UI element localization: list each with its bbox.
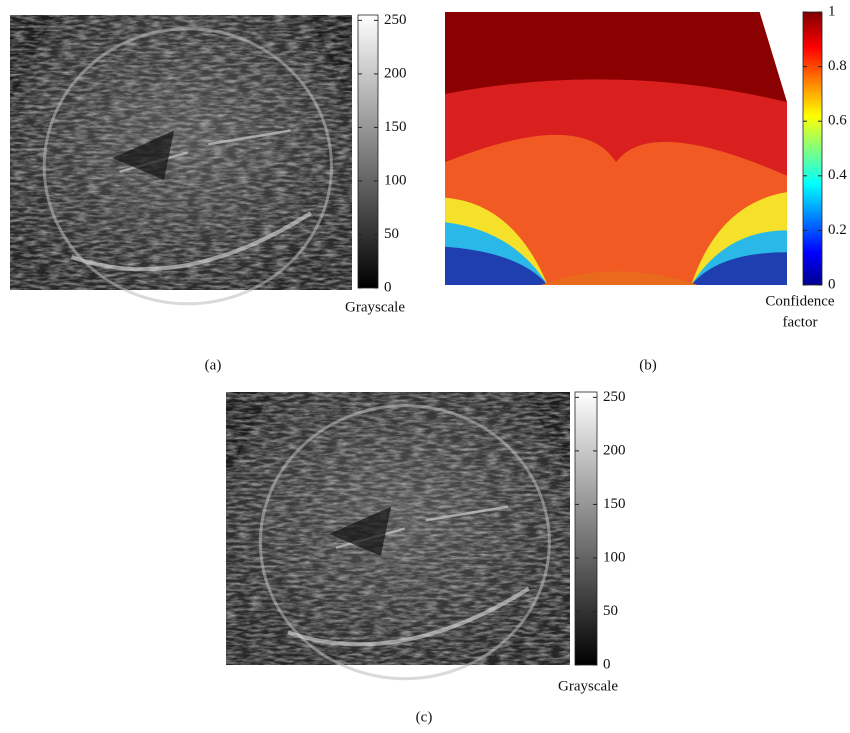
colorbar — [803, 12, 822, 285]
colorbar-label: factor — [783, 314, 818, 330]
colorbar-tick-label: 0 — [603, 656, 611, 672]
panel-caption: (c) — [416, 709, 433, 725]
colorbar — [575, 392, 597, 665]
colorbar-tick-label: 100 — [384, 172, 407, 188]
colorbar-tick-label: 250 — [384, 12, 407, 28]
colorbar-label: Grayscale — [558, 678, 618, 694]
colorbar-tick-label: 200 — [603, 442, 626, 458]
figure: 050100150200250Grayscale(a)00.20.40.60.8… — [0, 0, 850, 733]
colorbar-tick-label: 0 — [384, 279, 392, 295]
panel-image — [445, 12, 787, 285]
panel: 0 0.2 0.4 0.6 0.8 1 Confidence factor (b) — [445, 3, 847, 373]
panel-caption: (a) — [205, 357, 222, 373]
colorbar — [358, 15, 378, 288]
colorbar-tick-label: 1 — [828, 3, 836, 19]
speckle — [226, 392, 570, 665]
panels: 050100150200250Grayscale(a)00.20.40.60.8… — [10, 3, 847, 725]
colorbar-tick-label: 0.4 — [828, 167, 847, 183]
colorbar-tick-label: 50 — [603, 603, 618, 619]
colorbar-label: Confidence — [765, 293, 834, 309]
colorbar-tick-label: 50 — [384, 226, 399, 242]
colorbar-tick-label: 150 — [384, 119, 407, 135]
panel-image — [226, 392, 570, 679]
speckle — [10, 15, 352, 290]
colorbar-tick-label: 0.8 — [828, 58, 847, 74]
colorbar-tick-label: 200 — [384, 65, 407, 81]
colorbar-tick-label: 100 — [603, 549, 626, 565]
panel-image — [10, 15, 352, 304]
panel-caption: (b) — [639, 357, 657, 373]
panel: 0 50 100 150 200 250 Grayscale (c) — [226, 389, 626, 726]
colorbar-tick-label: 150 — [603, 496, 626, 512]
colorbar-tick-label: 0.2 — [828, 222, 847, 238]
colorbar-label: Grayscale — [345, 299, 405, 315]
panel: 0 50 100 150 200 250 Grayscale (a) — [10, 12, 407, 374]
colorbar-tick-label: 250 — [603, 389, 626, 405]
colorbar-tick-label: 0.6 — [828, 113, 847, 129]
colorbar-tick-label: 0 — [828, 276, 836, 292]
